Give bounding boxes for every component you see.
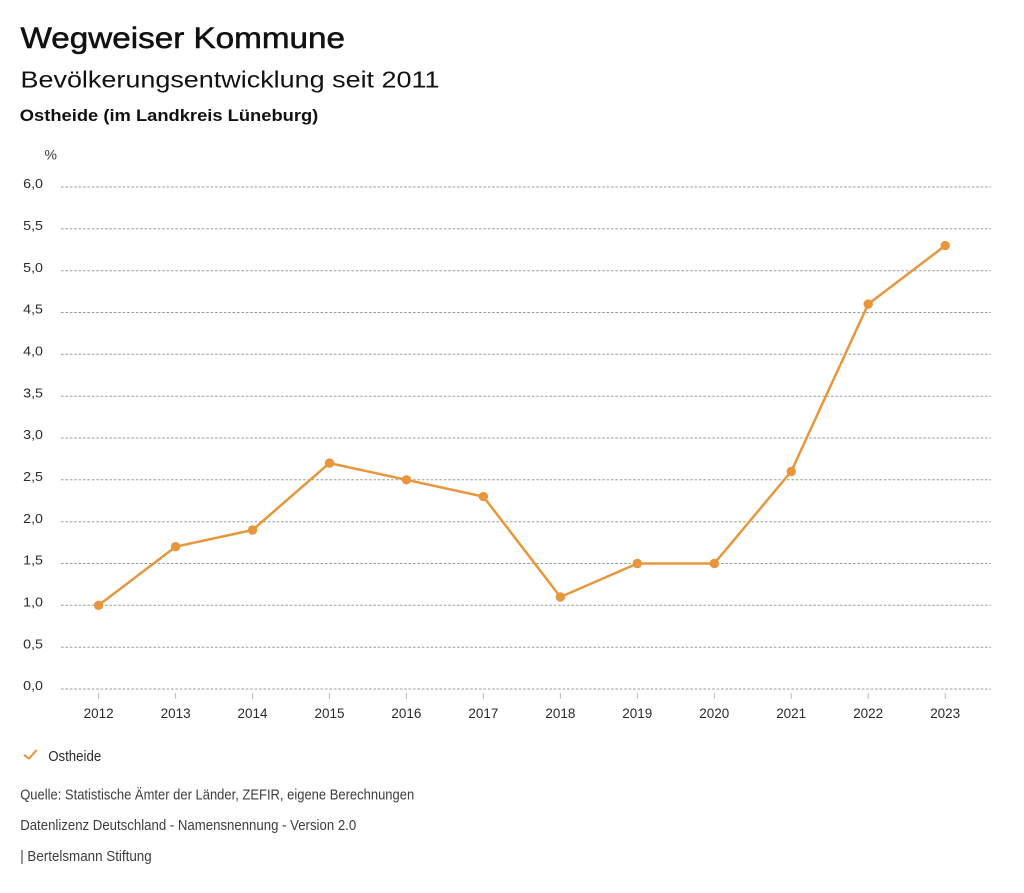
svg-text:4,5: 4,5 xyxy=(23,302,43,317)
svg-text:2020: 2020 xyxy=(699,706,729,721)
svg-text:2017: 2017 xyxy=(468,706,498,721)
svg-text:2,0: 2,0 xyxy=(23,511,43,526)
svg-text:2,5: 2,5 xyxy=(23,469,43,484)
svg-text:Datenlizenz Deutschland - Name: Datenlizenz Deutschland - Namensnennung … xyxy=(20,817,356,834)
svg-text:Wegweiser Kommune: Wegweiser Kommune xyxy=(21,22,346,55)
svg-text:2022: 2022 xyxy=(853,706,883,721)
svg-text:2019: 2019 xyxy=(622,706,652,721)
svg-text:3,5: 3,5 xyxy=(23,385,43,400)
svg-text:Ostheide: Ostheide xyxy=(48,748,101,765)
svg-text:4,0: 4,0 xyxy=(23,344,43,359)
svg-text:Quelle: Statistische Ämter der: Quelle: Statistische Ämter der Länder, Z… xyxy=(20,787,414,804)
svg-text:0,0: 0,0 xyxy=(23,678,43,693)
svg-text:2023: 2023 xyxy=(930,706,960,721)
svg-text:2016: 2016 xyxy=(391,706,421,721)
svg-text:2014: 2014 xyxy=(238,706,268,721)
svg-text:3,0: 3,0 xyxy=(23,427,43,442)
svg-text:Ostheide (im Landkreis Lünebur: Ostheide (im Landkreis Lüneburg) xyxy=(20,106,318,125)
svg-text:%: % xyxy=(45,146,57,162)
svg-text:5,0: 5,0 xyxy=(23,260,43,275)
svg-text:5,5: 5,5 xyxy=(23,218,43,233)
svg-text:Bevölkerungsentwicklung seit 2: Bevölkerungsentwicklung seit 2011 xyxy=(21,67,440,93)
svg-text:2018: 2018 xyxy=(545,706,575,721)
svg-text:1,5: 1,5 xyxy=(23,553,43,568)
svg-text:6,0: 6,0 xyxy=(23,176,43,191)
svg-text:| Bertelsmann Stiftung: | Bertelsmann Stiftung xyxy=(20,848,152,865)
svg-text:2021: 2021 xyxy=(776,706,806,721)
svg-text:2015: 2015 xyxy=(315,706,345,721)
svg-text:2012: 2012 xyxy=(84,706,114,721)
svg-text:0,5: 0,5 xyxy=(23,636,43,651)
svg-text:1,0: 1,0 xyxy=(23,595,43,610)
svg-text:2013: 2013 xyxy=(161,706,191,721)
